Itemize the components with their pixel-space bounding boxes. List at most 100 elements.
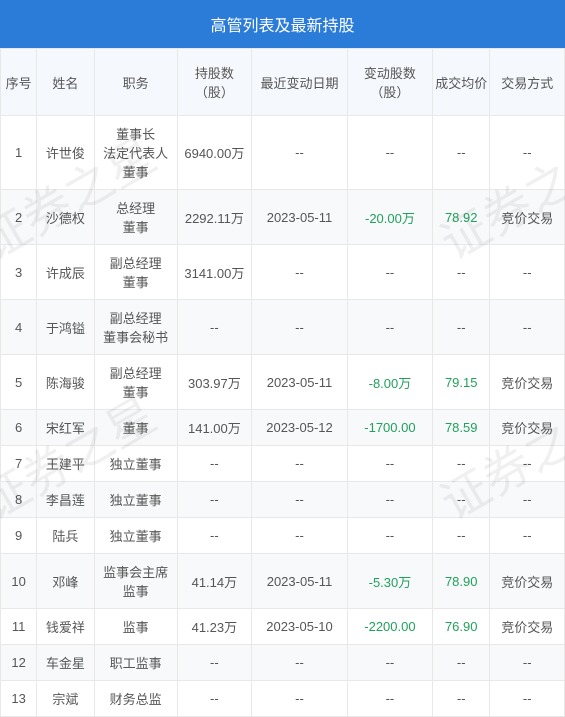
cell-type: 竞价交易	[490, 410, 565, 446]
cell-position: 独立董事	[94, 518, 177, 554]
cell-date: --	[252, 116, 348, 190]
cell-change: --	[347, 116, 432, 190]
table-row: 4于鸿镒副总经理董事会秘书----------	[1, 300, 565, 355]
cell-price: 78.92	[433, 190, 490, 245]
cell-shares: 41.14万	[177, 554, 251, 609]
cell-shares: 141.00万	[177, 410, 251, 446]
cell-name: 陆兵	[37, 518, 94, 554]
cell-date: 2023-05-11	[252, 554, 348, 609]
cell-index: 2	[1, 190, 37, 245]
cell-name: 沙德权	[37, 190, 94, 245]
cell-type: --	[490, 300, 565, 355]
cell-type: --	[490, 482, 565, 518]
table-row: 3许成辰副总经理董事3141.00万--------	[1, 245, 565, 300]
cell-index: 12	[1, 645, 37, 681]
cell-name: 邓峰	[37, 554, 94, 609]
cell-price: --	[433, 681, 490, 717]
cell-date: 2023-05-11	[252, 190, 348, 245]
cell-position: 总经理董事	[94, 190, 177, 245]
cell-position: 副总经理董事	[94, 245, 177, 300]
cell-price: --	[433, 482, 490, 518]
col-date: 最近变动日期	[252, 49, 348, 116]
cell-index: 13	[1, 681, 37, 717]
cell-name: 钱爱祥	[37, 609, 94, 645]
cell-shares: --	[177, 446, 251, 482]
table-row: 1许世俊董事长法定代表人董事6940.00万--------	[1, 116, 565, 190]
cell-price: 78.59	[433, 410, 490, 446]
cell-index: 6	[1, 410, 37, 446]
cell-shares: 41.23万	[177, 609, 251, 645]
cell-name: 车金星	[37, 645, 94, 681]
cell-shares: --	[177, 518, 251, 554]
executives-table: 序号 姓名 职务 持股数（股） 最近变动日期 变动股数（股） 成交均价 交易方式…	[0, 48, 565, 717]
col-price: 成交均价	[433, 49, 490, 116]
cell-change: --	[347, 446, 432, 482]
cell-index: 4	[1, 300, 37, 355]
col-position: 职务	[94, 49, 177, 116]
cell-date: 2023-05-12	[252, 410, 348, 446]
cell-change: --	[347, 300, 432, 355]
cell-index: 8	[1, 482, 37, 518]
cell-position: 独立董事	[94, 482, 177, 518]
cell-date: 2023-05-10	[252, 609, 348, 645]
cell-change: --	[347, 681, 432, 717]
cell-index: 3	[1, 245, 37, 300]
cell-type: --	[490, 518, 565, 554]
cell-type: 竞价交易	[490, 355, 565, 410]
table-row: 13宗斌财务总监----------	[1, 681, 565, 717]
table-row: 6宋红军董事141.00万2023-05-12-1700.0078.59竞价交易	[1, 410, 565, 446]
cell-type: --	[490, 446, 565, 482]
cell-name: 王建平	[37, 446, 94, 482]
cell-index: 10	[1, 554, 37, 609]
cell-change: --	[347, 518, 432, 554]
table-title: 高管列表及最新持股	[0, 0, 565, 48]
cell-change: -8.00万	[347, 355, 432, 410]
cell-name: 宋红军	[37, 410, 94, 446]
cell-position: 董事	[94, 410, 177, 446]
cell-name: 李昌莲	[37, 482, 94, 518]
col-type: 交易方式	[490, 49, 565, 116]
cell-date: --	[252, 645, 348, 681]
cell-name: 宗斌	[37, 681, 94, 717]
cell-shares: 3141.00万	[177, 245, 251, 300]
cell-type: 竞价交易	[490, 554, 565, 609]
cell-index: 7	[1, 446, 37, 482]
cell-change: -1700.00	[347, 410, 432, 446]
cell-type: --	[490, 245, 565, 300]
cell-position: 监事会主席监事	[94, 554, 177, 609]
cell-position: 副总经理董事会秘书	[94, 300, 177, 355]
cell-name: 许世俊	[37, 116, 94, 190]
cell-index: 9	[1, 518, 37, 554]
col-shares: 持股数（股）	[177, 49, 251, 116]
table-row: 11钱爱祥监事41.23万2023-05-10-2200.0076.90竞价交易	[1, 609, 565, 645]
cell-type: --	[490, 116, 565, 190]
cell-price: 76.90	[433, 609, 490, 645]
cell-shares: --	[177, 681, 251, 717]
cell-price: --	[433, 645, 490, 681]
cell-position: 副总经理董事	[94, 355, 177, 410]
table-row: 7王建平独立董事----------	[1, 446, 565, 482]
cell-shares: 2292.11万	[177, 190, 251, 245]
table-row: 2沙德权总经理董事2292.11万2023-05-11-20.00万78.92竞…	[1, 190, 565, 245]
cell-shares: 6940.00万	[177, 116, 251, 190]
cell-index: 11	[1, 609, 37, 645]
cell-date: --	[252, 446, 348, 482]
cell-index: 1	[1, 116, 37, 190]
cell-index: 5	[1, 355, 37, 410]
cell-position: 董事长法定代表人董事	[94, 116, 177, 190]
col-name: 姓名	[37, 49, 94, 116]
cell-shares: --	[177, 300, 251, 355]
cell-change: --	[347, 482, 432, 518]
cell-shares: --	[177, 482, 251, 518]
cell-date: --	[252, 518, 348, 554]
cell-price: --	[433, 245, 490, 300]
col-index: 序号	[1, 49, 37, 116]
cell-date: --	[252, 681, 348, 717]
cell-type: 竞价交易	[490, 609, 565, 645]
cell-change: -2200.00	[347, 609, 432, 645]
cell-price: --	[433, 518, 490, 554]
table-row: 9陆兵独立董事----------	[1, 518, 565, 554]
cell-name: 许成辰	[37, 245, 94, 300]
cell-date: --	[252, 245, 348, 300]
cell-type: --	[490, 645, 565, 681]
